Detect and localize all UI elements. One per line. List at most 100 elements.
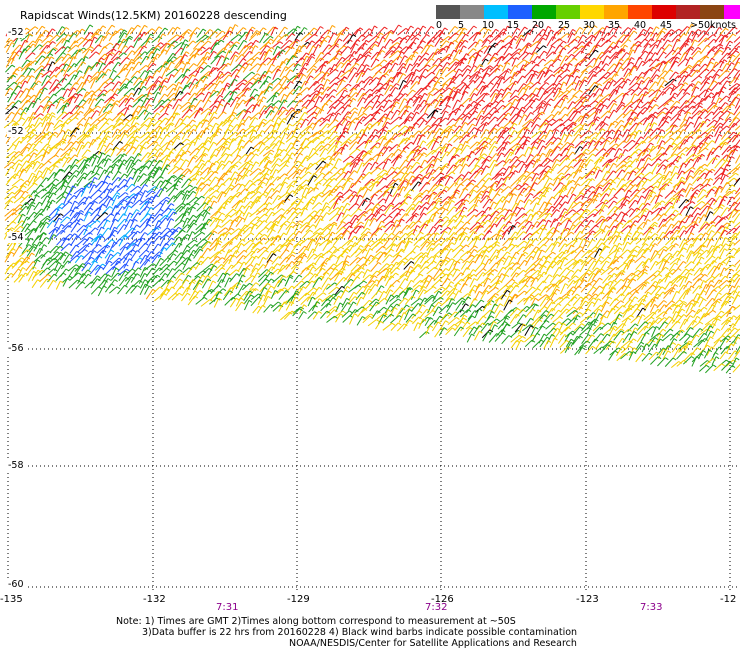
- wind-barb-flag: [658, 158, 662, 162]
- wind-barb-flag: [633, 111, 638, 115]
- wind-barb-flag: [577, 62, 582, 66]
- wind-barb: [691, 50, 699, 59]
- wind-barb: [207, 154, 215, 163]
- wind-barb: [553, 98, 563, 109]
- wind-barb-flag: [446, 45, 450, 49]
- wind-barb: [684, 48, 691, 59]
- wind-barb: [369, 161, 376, 171]
- wind-barb-flag: [416, 75, 421, 79]
- wind-barb: [355, 69, 363, 78]
- wind-barb-flag: [207, 74, 211, 78]
- wind-barb: [77, 38, 87, 47]
- wind-barb-flag: [332, 112, 337, 116]
- wind-barb: [432, 32, 442, 42]
- wind-barb-flag: [39, 44, 43, 48]
- wind-barb: [26, 134, 36, 143]
- wind-barb: [515, 68, 523, 77]
- wind-barb: [503, 106, 513, 115]
- wind-barb: [20, 146, 28, 156]
- wind-barb-flag: [314, 152, 319, 156]
- wind-barb-flag: [524, 26, 528, 30]
- wind-barb-flag: [558, 75, 562, 79]
- wind-barb-flag: [135, 122, 140, 126]
- wind-barb-flag: [99, 166, 104, 170]
- wind-barb: [245, 96, 253, 107]
- wind-barb: [495, 152, 502, 162]
- wind-barb-flag: [720, 46, 724, 50]
- wind-barb-flag: [176, 34, 181, 38]
- wind-barb: [312, 130, 321, 138]
- wind-barb-flag: [678, 28, 683, 32]
- wind-barb: [676, 88, 684, 98]
- wind-barb-flag: [298, 92, 303, 96]
- wind-barb-flag: [526, 128, 531, 132]
- wind-barb: [304, 140, 312, 149]
- wind-barb-flag: [424, 87, 428, 91]
- wind-barb: [608, 90, 616, 101]
- wind-barb-flag: [38, 80, 42, 84]
- wind-barb: [322, 79, 328, 90]
- wind-barb-flag: [711, 49, 715, 53]
- wind-barb: [713, 60, 722, 69]
- wind-barb: [525, 73, 533, 84]
- wind-barb: [733, 105, 740, 116]
- wind-barb-flag: [500, 135, 505, 139]
- wind-barb-flag: [150, 33, 154, 37]
- wind-barb: [76, 133, 85, 141]
- wind-barb: [301, 99, 309, 107]
- wind-barb-flag: [523, 127, 528, 130]
- wind-barb-flag: [729, 40, 733, 44]
- wind-barb: [719, 59, 725, 69]
- wind-barb: [717, 69, 727, 79]
- wind-barb-flag: [270, 149, 275, 153]
- wind-barb-flag: [65, 121, 69, 125]
- wind-barb: [451, 73, 461, 84]
- wind-barb: [193, 108, 201, 119]
- wind-barb-flag: [361, 162, 366, 166]
- wind-barb: [377, 129, 385, 139]
- wind-barb: [665, 153, 676, 162]
- wind-barb: [209, 111, 215, 121]
- wind-barb: [398, 84, 406, 96]
- wind-barb: [409, 37, 417, 49]
- wind-barb: [362, 157, 372, 167]
- wind-barb: [396, 150, 404, 161]
- wind-barb-flag: [515, 57, 520, 61]
- wind-barb-flag: [485, 128, 490, 132]
- wind-barb: [39, 40, 49, 51]
- wind-barb: [307, 162, 316, 170]
- wind-barb-flag: [49, 53, 54, 57]
- wind-barb: [602, 46, 611, 55]
- wind-barb: [236, 145, 242, 157]
- wind-barb: [641, 76, 649, 85]
- wind-barb: [19, 160, 27, 171]
- wind-barb: [362, 88, 371, 97]
- wind-barb-flag: [552, 136, 557, 140]
- wind-barb: [552, 54, 560, 63]
- wind-barb: [285, 33, 293, 41]
- wind-barb: [94, 98, 102, 107]
- wind-barb-flag: [514, 71, 518, 75]
- wind-barb-flag: [453, 49, 458, 53]
- wind-barb: [286, 75, 296, 83]
- wind-barb-flag: [465, 163, 469, 167]
- wind-barb-flag: [187, 150, 191, 154]
- wind-barb-flag: [102, 93, 106, 97]
- wind-barb-flag: [404, 166, 409, 170]
- wind-barb-flag: [109, 103, 114, 107]
- wind-barb: [698, 136, 708, 145]
- wind-barb: [531, 130, 541, 139]
- wind-barb-flag: [31, 52, 36, 56]
- wind-barb: [712, 110, 721, 120]
- wind-barb-flag: [647, 154, 652, 157]
- wind-barb-flag: [566, 157, 571, 161]
- wind-barb-flag: [252, 26, 256, 30]
- wind-barb-flag: [234, 164, 239, 168]
- wind-barb-flag: [185, 75, 190, 79]
- wind-barb-flag: [340, 101, 344, 105]
- wind-barb-flag: [415, 37, 420, 41]
- wind-barb-flag: [677, 146, 682, 150]
- wind-barb: [90, 71, 98, 80]
- wind-barb: [97, 62, 104, 72]
- wind-barb-flag: [41, 68, 45, 72]
